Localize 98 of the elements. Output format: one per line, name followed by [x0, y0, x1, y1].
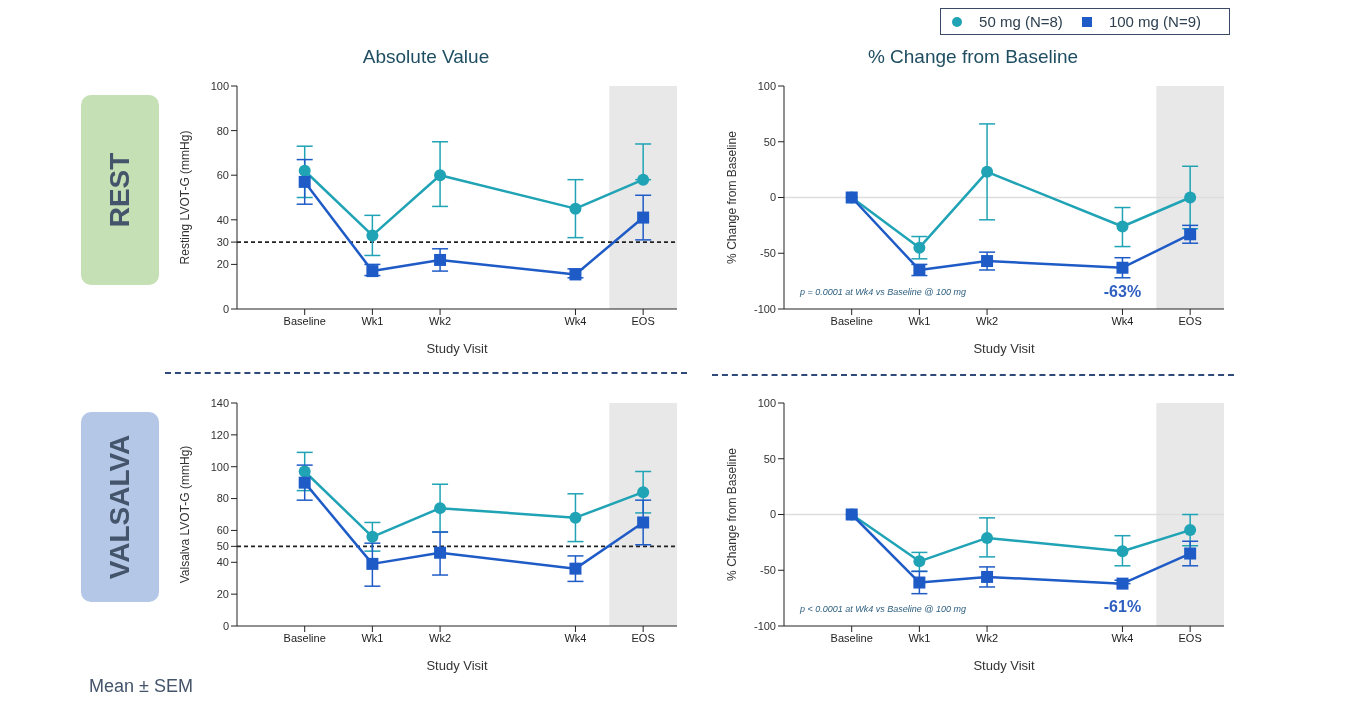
point — [298, 164, 311, 177]
y-tick-label: 40 — [216, 556, 229, 569]
annotation: p = 0.0001 at Wk4 vs Baseline @ 100 mg — [800, 287, 966, 297]
y-tick-label: 80 — [216, 124, 229, 137]
y-tick-label: 20 — [216, 258, 229, 271]
point — [1116, 545, 1129, 558]
point — [637, 516, 650, 529]
y-tick-label: 40 — [216, 213, 229, 226]
x-tick-label: Wk4 — [564, 631, 587, 644]
point — [434, 502, 447, 515]
point — [1184, 524, 1197, 537]
x-tick-label: Wk1 — [361, 314, 384, 327]
x-tick-label: EOS — [1178, 314, 1202, 327]
y-tick-label: -50 — [760, 247, 776, 260]
point — [981, 570, 994, 583]
y-tick-label: 60 — [216, 524, 229, 537]
y-axis-title: % Change from Baseline — [725, 130, 740, 264]
point — [637, 211, 650, 224]
x-tick-label: Wk2 — [976, 631, 999, 644]
point — [366, 557, 379, 570]
point — [366, 530, 379, 543]
x-tick-label: Wk2 — [429, 314, 452, 327]
y-tick-label: 30 — [216, 236, 229, 249]
point — [298, 465, 311, 478]
x-tick-label: Wk1 — [361, 631, 384, 644]
x-axis-title: Study Visit — [973, 658, 1035, 673]
x-axis-title: Study Visit — [426, 658, 488, 673]
point — [434, 169, 447, 182]
point — [298, 476, 311, 489]
y-tick-label: 20 — [216, 588, 229, 601]
point — [981, 165, 994, 178]
x-tick-label: Baseline — [283, 314, 326, 327]
point — [981, 531, 994, 544]
x-tick-label: Baseline — [283, 631, 326, 644]
y-tick-label: 50 — [763, 452, 776, 465]
point — [1116, 261, 1129, 274]
x-tick-label: Wk1 — [908, 631, 931, 644]
x-tick-label: Baseline — [830, 631, 873, 644]
text: Mean ± SEM — [89, 676, 193, 697]
point — [1184, 547, 1197, 560]
y-tick-label: 0 — [769, 191, 776, 204]
point — [1116, 220, 1129, 233]
x-tick-label: EOS — [1178, 631, 1202, 644]
point — [569, 511, 582, 524]
annotation: p < 0.0001 at Wk4 vs Baseline @ 100 mg — [800, 604, 966, 614]
x-tick-label: Wk4 — [1111, 631, 1134, 644]
y-tick-label: 0 — [222, 302, 229, 315]
point — [981, 255, 994, 268]
legend-label: 50 mg (N=8) — [978, 13, 1063, 30]
point — [637, 486, 650, 499]
annotation: -63% — [1103, 283, 1142, 301]
y-tick-label: 50 — [216, 540, 229, 553]
y-axis-title: Resting LVOT-G (mmHg) — [178, 130, 193, 265]
y-tick-label: 0 — [222, 619, 229, 632]
x-tick-label: Wk1 — [908, 314, 931, 327]
point — [637, 173, 650, 186]
point — [569, 202, 582, 215]
y-tick-label: 50 — [763, 135, 776, 148]
y-axis-title: Valsalva LVOT-G (mmHg) — [178, 445, 193, 584]
y-tick-label: 100 — [757, 396, 776, 409]
y-tick-label: 100 — [210, 460, 229, 473]
y-tick-label: -100 — [753, 619, 776, 632]
x-tick-label: Wk4 — [1111, 314, 1134, 327]
point — [913, 576, 926, 589]
point — [913, 555, 926, 568]
text: REST — [104, 152, 136, 228]
point — [1116, 577, 1129, 590]
y-tick-label: 0 — [769, 508, 776, 521]
y-tick-label: 60 — [216, 169, 229, 182]
y-tick-label: 100 — [210, 79, 229, 92]
x-tick-label: Baseline — [830, 314, 873, 327]
chart-title: Absolute Value — [361, 46, 491, 68]
x-axis-title: Study Visit — [973, 341, 1035, 356]
point — [913, 241, 926, 254]
text: VALSALVA — [104, 434, 136, 580]
point — [434, 546, 447, 559]
y-tick-label: -100 — [753, 302, 776, 315]
y-tick-label: 80 — [216, 492, 229, 505]
annotation: -61% — [1103, 597, 1142, 615]
point — [366, 229, 379, 242]
x-axis-title: Study Visit — [426, 341, 488, 356]
y-tick-label: 140 — [210, 396, 229, 409]
point — [298, 175, 311, 188]
x-tick-label: Wk2 — [976, 314, 999, 327]
point — [434, 253, 447, 266]
y-tick-label: -50 — [760, 564, 776, 577]
point — [1184, 228, 1197, 241]
chart-title: % Change from Baseline — [866, 46, 1080, 68]
x-tick-label: Wk4 — [564, 314, 587, 327]
x-tick-label: EOS — [631, 314, 655, 327]
point — [1184, 191, 1197, 204]
y-tick-label: 120 — [210, 428, 229, 441]
x-tick-label: Wk2 — [429, 631, 452, 644]
y-axis-title: % Change from Baseline — [725, 447, 740, 581]
point — [569, 562, 582, 575]
y-tick-label: 100 — [757, 79, 776, 92]
x-tick-label: EOS — [631, 631, 655, 644]
legend-label: 100 mg (N=9) — [1107, 13, 1201, 30]
